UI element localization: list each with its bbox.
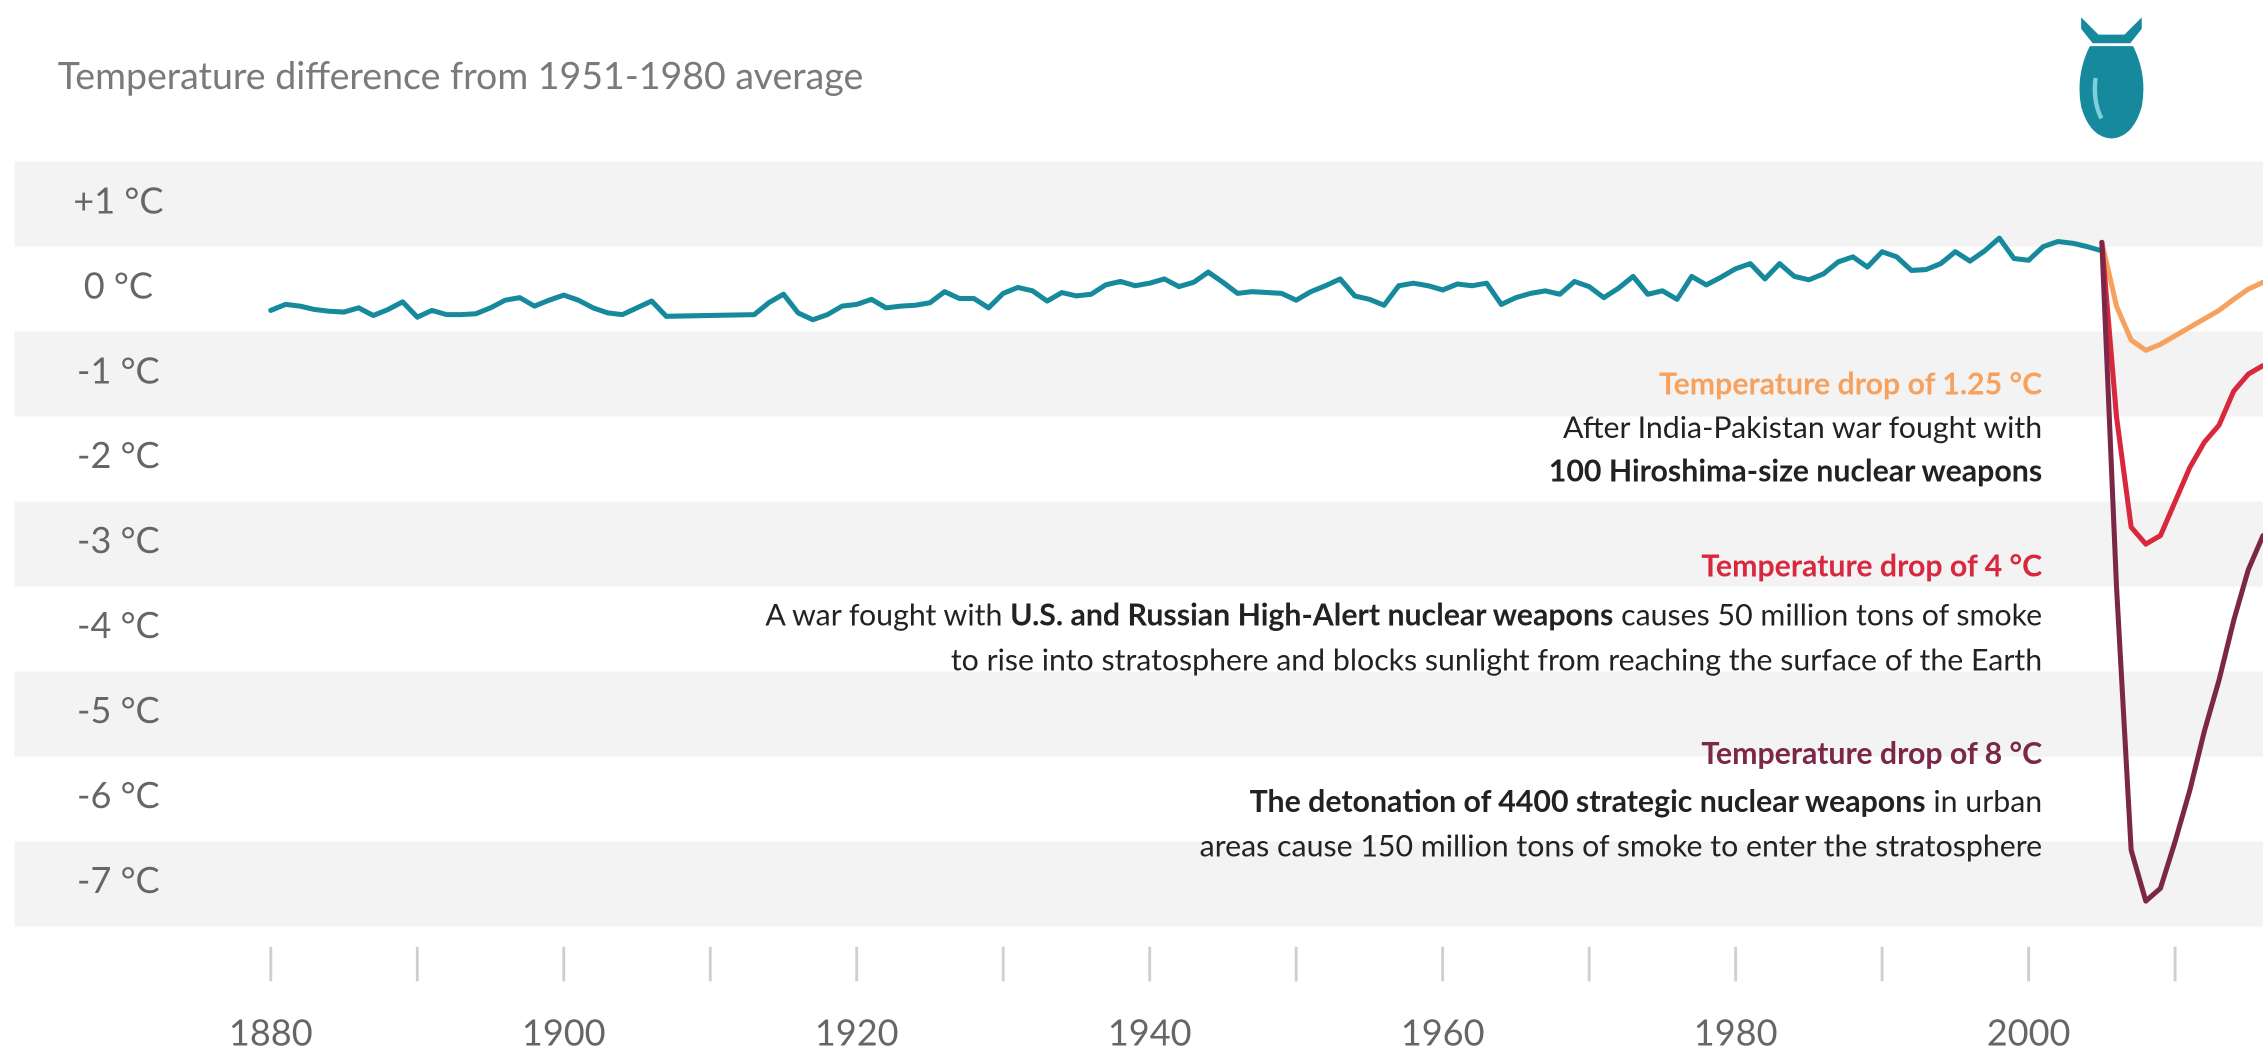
annotation-line: areas cause 150 million tons of smoke to… <box>1200 827 2043 863</box>
annotation-text: to rise into stratosphere and blocks sun… <box>951 641 2042 677</box>
annotation-title: Temperature drop of 4 °C <box>1701 547 2042 583</box>
x-tick-label: 1960 <box>1401 1009 1485 1053</box>
x-tick-label: 2000 <box>1987 1009 2071 1053</box>
annotation-line: A war fought with U.S. and Russian High-… <box>765 596 2042 632</box>
series-line <box>268 235 2105 323</box>
plot-area <box>268 235 2263 904</box>
annotation-text: After India-Pakistan war fought with <box>1563 409 2042 445</box>
x-tick-label: 1880 <box>229 1009 313 1053</box>
y-tick-label: -7 °C <box>77 857 160 901</box>
series-line <box>2099 239 2263 353</box>
y-tick-label: -4 °C <box>77 602 160 646</box>
annotation-line: to rise into stratosphere and blocks sun… <box>951 641 2042 677</box>
y-tick-label: 0 °C <box>84 262 153 306</box>
y-tick-label: -1 °C <box>77 347 160 391</box>
grid-band <box>14 331 2263 417</box>
chart-title: Temperature difference from 1951-1980 av… <box>58 52 864 97</box>
series-line <box>2099 239 2263 547</box>
series-line <box>2099 239 2263 904</box>
grid-band <box>14 841 2263 927</box>
annotation-text: 100 Hiroshima-size nuclear weapons <box>1549 452 2042 488</box>
annotation-text: A war fought with <box>765 596 1010 632</box>
x-tick-label: 1980 <box>1694 1009 1778 1053</box>
annotation-title: Temperature drop of 8 °C <box>1701 735 2042 771</box>
x-tick-label: 1920 <box>815 1009 899 1053</box>
annotation-title: Temperature drop of 1.25 °C <box>1659 366 2042 402</box>
grid-band <box>14 161 2263 247</box>
y-tick-label: -2 °C <box>77 432 160 476</box>
y-tick-label: -6 °C <box>77 772 160 816</box>
annotation-text: in urban <box>1926 783 2043 819</box>
annotation-line: The detonation of 4400 strategic nuclear… <box>1250 783 2043 819</box>
bomb-icon <box>2079 17 2144 139</box>
grid-band <box>14 671 2263 757</box>
annotation-text: causes 50 million tons of smoke <box>1613 596 2042 632</box>
x-tick-label: 1900 <box>522 1009 606 1053</box>
annotation-line: After India-Pakistan war fought with <box>1563 409 2042 445</box>
annotation-text: areas cause 150 million tons of smoke to… <box>1200 827 2043 863</box>
grid-band <box>14 501 2263 587</box>
annotation-line: 100 Hiroshima-size nuclear weapons <box>1549 452 2042 488</box>
y-tick-label: +1 °C <box>73 177 163 221</box>
y-tick-label: -5 °C <box>77 687 160 731</box>
x-tick-label: 1940 <box>1108 1009 1192 1053</box>
y-tick-label: -3 °C <box>77 517 160 561</box>
annotation-text: U.S. and Russian High-Alert nuclear weap… <box>1010 596 1613 632</box>
annotation-text: The detonation of 4400 strategic nuclear… <box>1250 783 1926 819</box>
